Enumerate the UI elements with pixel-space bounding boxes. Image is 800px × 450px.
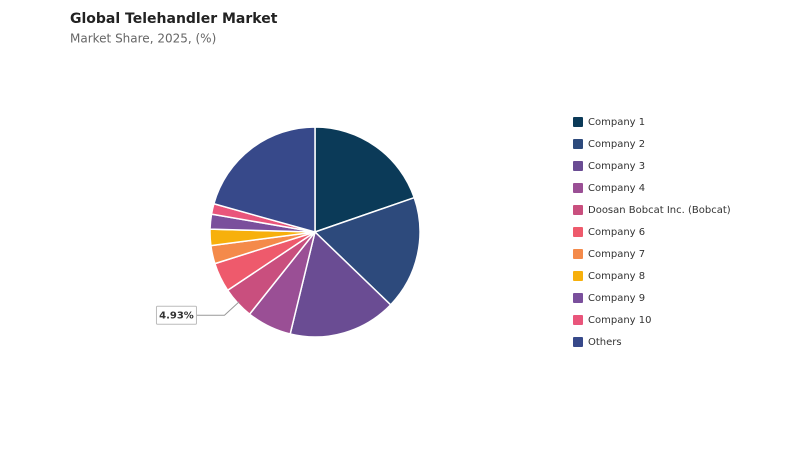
pie-slice [289, 230, 392, 338]
legend-swatch [573, 117, 583, 127]
legend-label: Company 1 [588, 117, 645, 128]
legend-swatch [573, 227, 583, 237]
legend-swatch [573, 161, 583, 171]
value-label: 4.93% [159, 310, 194, 321]
legend-label: Others [588, 337, 622, 348]
leader-line [196, 301, 240, 316]
legend-label: Company 6 [588, 227, 645, 238]
legend-swatch [573, 183, 583, 193]
value-label-box [155, 305, 197, 325]
pie-slice [212, 126, 316, 233]
legend-label: Company 10 [588, 315, 651, 326]
legend-swatch [573, 315, 583, 325]
legend-label: Company 4 [588, 183, 645, 194]
legend-label: Company 3 [588, 161, 645, 172]
pie-slice [313, 196, 421, 306]
chart-subtitle: Market Share, 2025, (%) [70, 32, 216, 46]
legend-label: Doosan Bobcat Inc. (Bobcat) [588, 205, 731, 216]
legend-swatch [573, 293, 583, 303]
legend-label: Company 7 [588, 249, 645, 260]
legend-label: Company 2 [588, 139, 645, 150]
legend-label: Company 8 [588, 271, 645, 282]
legend-swatch [573, 205, 583, 215]
chart-title: Global Telehandler Market [70, 11, 278, 27]
legend-swatch [573, 271, 583, 281]
legend-swatch [573, 337, 583, 347]
legend-swatch [573, 249, 583, 259]
legend-swatch [573, 139, 583, 149]
legend-label: Company 9 [588, 293, 645, 304]
